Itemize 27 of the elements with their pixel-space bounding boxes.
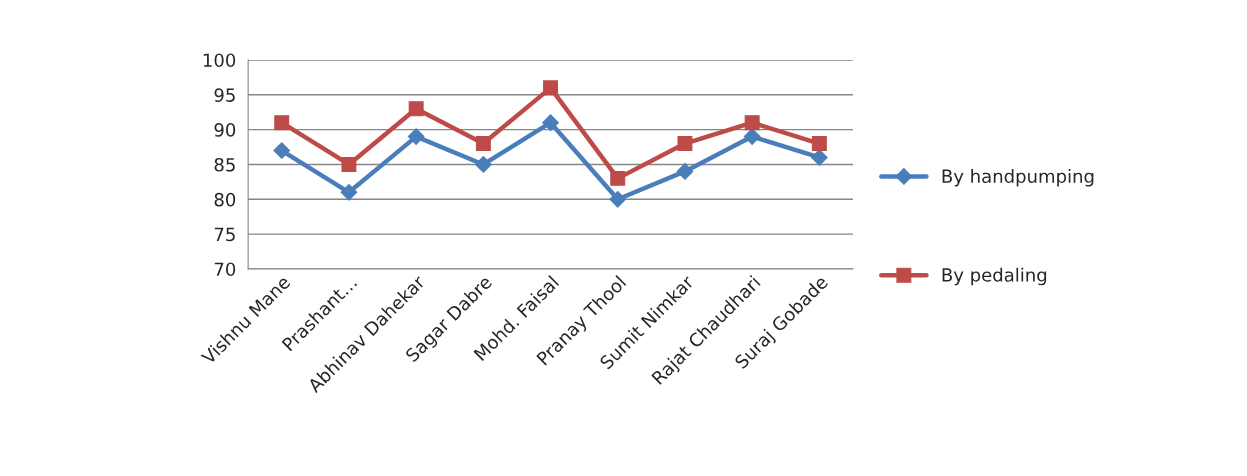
point bbox=[542, 114, 559, 132]
y-tick-label: 70 bbox=[214, 262, 236, 277]
y-tick-label: 85 bbox=[214, 157, 235, 172]
point bbox=[340, 183, 358, 201]
y-tick-label: 90 bbox=[214, 123, 236, 137]
point bbox=[609, 190, 627, 208]
legend-label: By handpumping bbox=[942, 169, 1094, 187]
point bbox=[676, 163, 694, 180]
point bbox=[341, 156, 357, 172]
point bbox=[407, 128, 425, 145]
point bbox=[408, 101, 424, 117]
y-tick-label: 80 bbox=[214, 192, 236, 207]
point bbox=[810, 149, 828, 166]
point bbox=[677, 136, 693, 152]
y-tick-label: 95 bbox=[214, 88, 235, 102]
point bbox=[474, 156, 492, 173]
point bbox=[543, 80, 559, 96]
y-tick-label: 75 bbox=[214, 227, 235, 242]
point bbox=[811, 136, 827, 152]
point bbox=[274, 115, 290, 131]
legend-label: By pedaling bbox=[942, 267, 1047, 286]
point bbox=[610, 170, 626, 186]
point bbox=[475, 136, 491, 152]
point bbox=[743, 128, 761, 145]
y-tick-label: 100 bbox=[203, 53, 236, 68]
point bbox=[744, 115, 760, 131]
point bbox=[273, 142, 291, 159]
